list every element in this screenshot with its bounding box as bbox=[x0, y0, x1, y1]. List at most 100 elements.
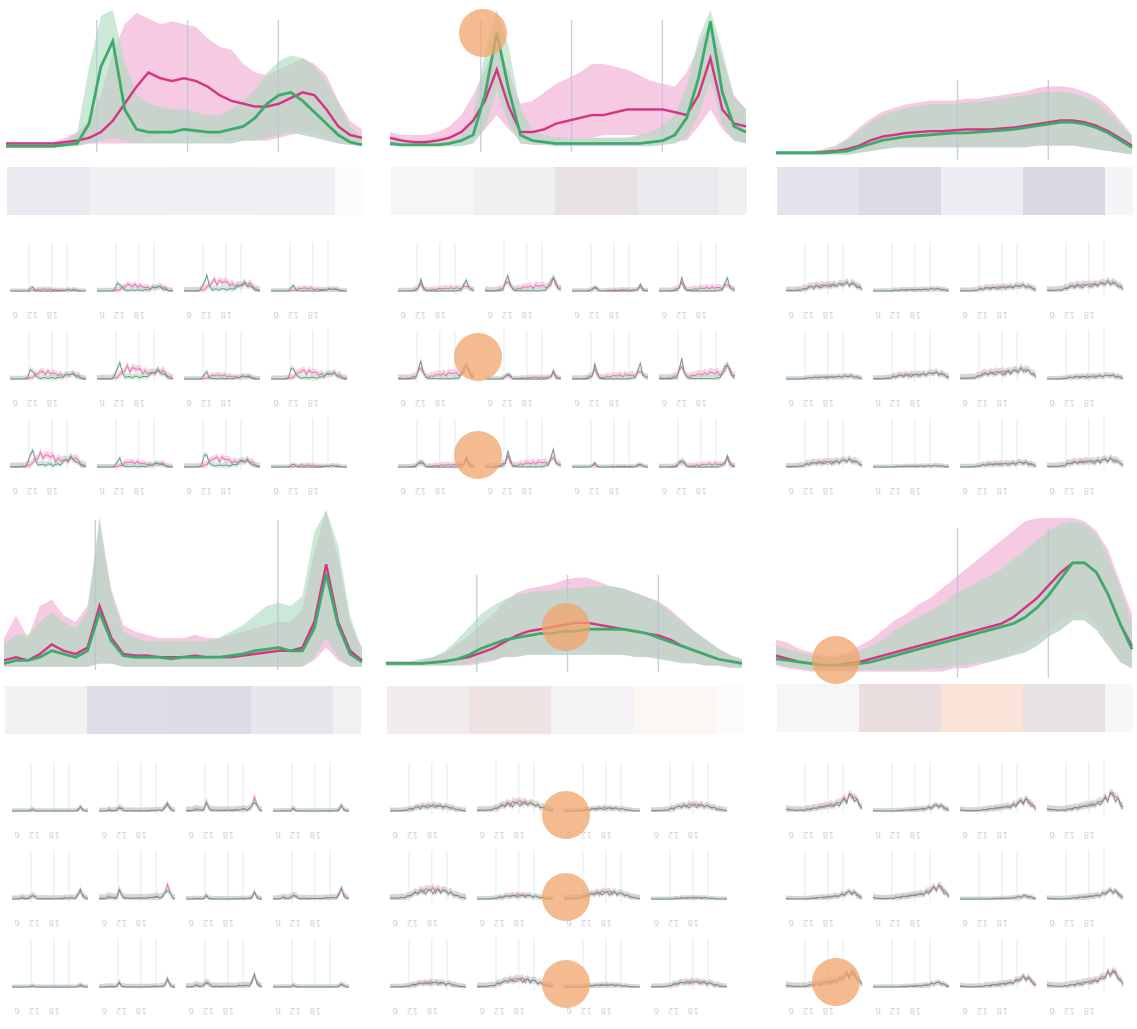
color-strip bbox=[777, 167, 1133, 215]
mini-green-line bbox=[398, 277, 475, 292]
mini-green-line bbox=[960, 895, 1037, 900]
mini-green-band bbox=[97, 359, 173, 380]
mini-chart: 6 12 18 bbox=[1046, 762, 1124, 839]
color-strip bbox=[5, 686, 361, 734]
tick-label: 12 bbox=[415, 309, 426, 319]
tick-label: 6 bbox=[186, 485, 192, 495]
mini-chart: 6 12 18 bbox=[785, 762, 863, 839]
mini-chart: 6 12 18 bbox=[1047, 330, 1124, 407]
tick-label: 18 bbox=[513, 917, 525, 927]
mini-green-band bbox=[873, 979, 949, 988]
tick-label: 12 bbox=[116, 1005, 127, 1015]
tick-label: 12 bbox=[27, 397, 38, 407]
tick-label: 12 bbox=[676, 397, 687, 407]
mini-green-line bbox=[184, 370, 260, 380]
tick-label: 6 bbox=[962, 1005, 968, 1015]
mini-chart: 6 12 18 bbox=[571, 330, 649, 407]
mini-chart: 6 12 18 bbox=[185, 762, 263, 839]
tick-label: 6 bbox=[188, 917, 194, 927]
band-overlap bbox=[4, 510, 362, 667]
mini-green-line bbox=[99, 978, 175, 988]
mini-chart: 6 12 18 bbox=[185, 938, 263, 1015]
tick-label: 12 bbox=[803, 1005, 814, 1015]
tick-label: 12 bbox=[589, 485, 600, 495]
mini-green-line bbox=[273, 984, 349, 988]
tick-label: 6 bbox=[14, 917, 20, 927]
small-multiples: 6 12 18 6 12 18 6 12 18 6 12 18 6 12 18 6 12 18 6 12 18 6 12 18… bbox=[389, 762, 728, 1015]
mini-green-line bbox=[97, 456, 173, 468]
band-overlap bbox=[6, 52, 362, 147]
tick-label: 6 bbox=[479, 917, 485, 927]
mini-chart: 6 12 18 bbox=[658, 330, 736, 407]
tick-label: 18 bbox=[822, 829, 834, 839]
mini-chart: 6 12 18 bbox=[785, 418, 863, 495]
tick-label: 18 bbox=[46, 485, 58, 495]
series-green-line bbox=[389, 21, 747, 147]
tick-label: 12 bbox=[890, 1005, 901, 1015]
tick-label: 18 bbox=[600, 1005, 612, 1015]
tick-label: 6 bbox=[273, 309, 279, 319]
mini-green-line bbox=[271, 284, 347, 292]
mini-green-line bbox=[1046, 280, 1124, 292]
tick-label: 18 bbox=[133, 397, 145, 407]
color-strip bbox=[387, 686, 743, 734]
tick-label: 18 bbox=[909, 485, 921, 495]
mini-green-line bbox=[97, 282, 173, 292]
tick-label: 12 bbox=[27, 485, 38, 495]
tick-label: 6 bbox=[101, 917, 107, 927]
tick-label: 18 bbox=[1083, 1005, 1095, 1015]
mini-green-line bbox=[12, 985, 88, 988]
main-chart bbox=[775, 518, 1134, 678]
mini-chart: 6 12 18 bbox=[1046, 418, 1124, 495]
mini-chart: 6 12 18 bbox=[658, 242, 736, 319]
tick-label: 6 bbox=[275, 1005, 281, 1015]
mini-pink-band bbox=[1047, 788, 1123, 812]
small-multiples: 6 12 18 6 12 18 6 12 18 6 12 18 6 12 18 6 12 18 6 12 18 6 12 18… bbox=[9, 242, 348, 495]
tick-label: 12 bbox=[1064, 309, 1075, 319]
tick-label: 18 bbox=[135, 1005, 147, 1015]
mini-green-band bbox=[659, 354, 735, 380]
tick-label: 12 bbox=[502, 397, 513, 407]
tick-label: 6 bbox=[1049, 1005, 1055, 1015]
tick-label: 6 bbox=[875, 917, 881, 927]
tick-label: 18 bbox=[220, 397, 232, 407]
tick-label: 18 bbox=[48, 1005, 60, 1015]
mini-green-band bbox=[786, 790, 862, 812]
strip-cell bbox=[253, 167, 335, 215]
mini-green-line bbox=[184, 454, 261, 468]
highlight-marker bbox=[454, 333, 502, 381]
tick-label: 18 bbox=[307, 397, 319, 407]
tick-label: 12 bbox=[290, 829, 301, 839]
tick-label: 12 bbox=[415, 397, 426, 407]
tick-label: 6 bbox=[188, 1005, 194, 1015]
mini-chart: 6 12 18 bbox=[97, 242, 174, 319]
main-chart bbox=[6, 10, 363, 152]
strip-cell bbox=[941, 167, 1023, 215]
strip-cell bbox=[1105, 684, 1133, 732]
tick-label: 6 bbox=[273, 397, 279, 407]
tick-label: 18 bbox=[307, 485, 319, 495]
mini-chart: 6 12 18 bbox=[873, 938, 950, 1015]
strip-cell bbox=[1023, 684, 1105, 732]
mini-chart: 6 12 18 bbox=[98, 850, 176, 927]
tick-label: 6 bbox=[788, 485, 794, 495]
tick-label: 12 bbox=[890, 485, 901, 495]
tick-label: 18 bbox=[309, 829, 321, 839]
mini-pink-band bbox=[184, 453, 260, 468]
tick-label: 6 bbox=[479, 1005, 485, 1015]
mini-green-line bbox=[389, 888, 467, 900]
tick-label: 18 bbox=[600, 917, 612, 927]
tick-label: 18 bbox=[996, 397, 1008, 407]
mini-green-line bbox=[650, 803, 728, 812]
strip-cell bbox=[171, 167, 253, 215]
mini-chart: 6 12 18 bbox=[873, 242, 950, 319]
tick-label: 12 bbox=[803, 397, 814, 407]
tick-label: 12 bbox=[203, 917, 214, 927]
tick-label: 12 bbox=[977, 485, 988, 495]
tick-label: 6 bbox=[1049, 829, 1055, 839]
tick-label: 6 bbox=[487, 309, 493, 319]
tick-label: 12 bbox=[1064, 1005, 1075, 1015]
tick-label: 18 bbox=[220, 485, 232, 495]
mini-chart: 6 12 18 bbox=[476, 762, 554, 839]
mini-green-line bbox=[186, 891, 262, 900]
